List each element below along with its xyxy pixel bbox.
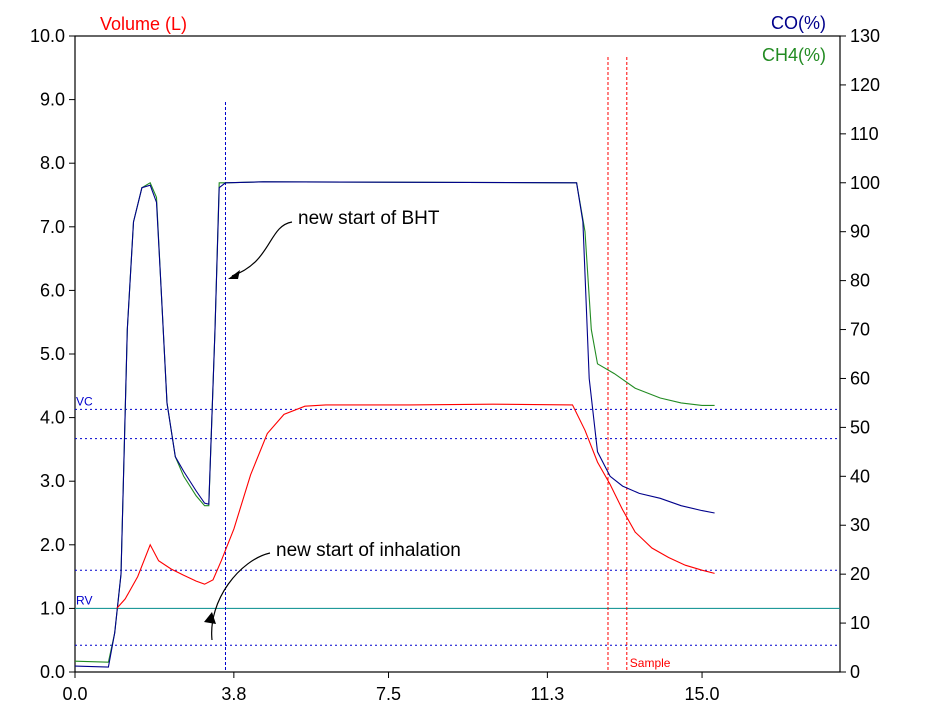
right-tick-label: 70 [850,320,870,340]
left-tick-label: 4.0 [40,408,65,428]
series-line-volume-l- [116,403,715,609]
left-tick-label: 0.0 [40,662,65,682]
right-tick-label: 60 [850,368,870,388]
right-tick-label: 50 [850,417,870,437]
right-tick-label: 40 [850,466,870,486]
right-axis-title-co: CO(%) [771,13,826,33]
x-tick-label: 3.8 [221,684,246,704]
sample-label: Sample [630,656,671,670]
right-tick-label: 120 [850,75,880,95]
right-tick-label: 110 [850,124,879,144]
right-tick-label: 30 [850,515,870,535]
annotation-bht: new start of BHT [298,208,440,229]
left-tick-label: 10.0 [30,26,65,46]
left-tick-label: 2.0 [40,535,65,555]
right-tick-label: 20 [850,564,870,584]
annotation-bht-arrowhead [228,270,240,279]
rv-label: RV [76,593,92,607]
x-tick-label: 15.0 [685,684,720,704]
series-line-ch4- [74,181,715,663]
left-tick-label: 9.0 [40,90,65,110]
x-tick-label: 11.3 [531,684,565,704]
left-tick-label: 3.0 [40,471,65,491]
series-line-co- [74,181,715,668]
right-tick-label: 0 [850,662,860,682]
left-tick-label: 5.0 [40,344,65,364]
right-axis-title-ch4: CH4(%) [762,45,826,65]
left-axis-title: Volume (L) [100,14,187,34]
left-tick-label: 1.0 [40,598,65,618]
annotation-inhalation-arrowhead [204,612,216,624]
left-tick-label: 6.0 [40,280,65,300]
annotation-bht-arrow [231,221,293,277]
right-tick-label: 90 [850,222,870,242]
right-tick-label: 130 [850,26,880,46]
x-tick-label: 0.0 [62,684,87,704]
left-tick-label: 8.0 [40,153,65,173]
right-tick-label: 10 [850,613,870,633]
annotation-inhalation: new start of inhalation [276,540,461,561]
right-tick-label: 80 [850,271,870,291]
x-tick-label: 7.5 [376,684,401,704]
annotation-inhalation-arrow [211,552,271,641]
vc-label: VC [76,394,93,408]
right-tick-label: 100 [850,173,880,193]
left-tick-label: 7.0 [40,217,65,237]
plot-frame [74,35,841,673]
